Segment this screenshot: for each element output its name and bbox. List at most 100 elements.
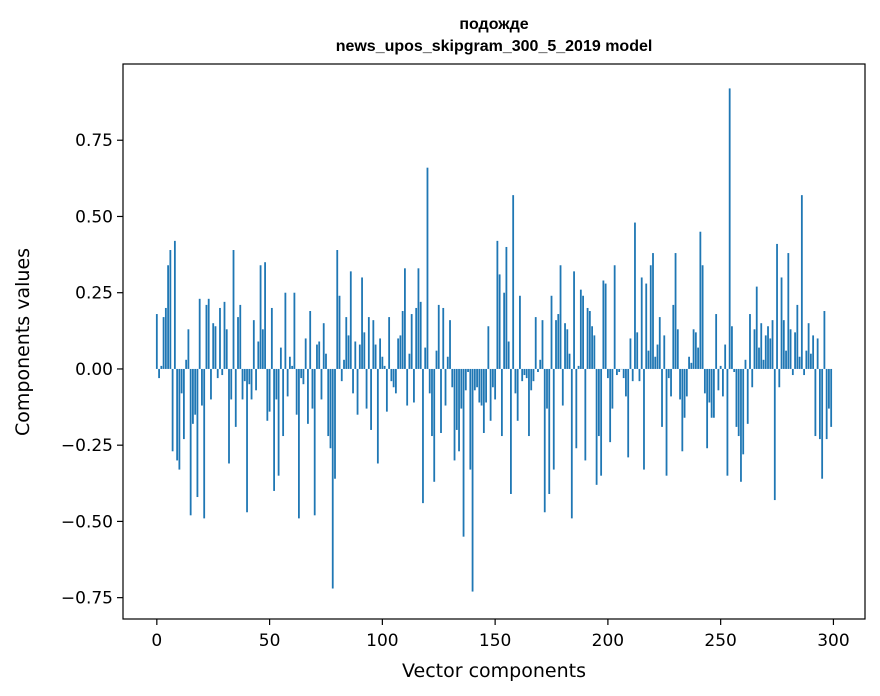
bar: [816, 338, 819, 369]
bar: [805, 350, 808, 369]
bar: [408, 353, 411, 369]
bar: [800, 195, 803, 369]
bar: [579, 289, 582, 369]
bar: [176, 368, 179, 461]
bar: [286, 368, 289, 397]
bar: [428, 368, 431, 394]
bar: [394, 368, 397, 394]
bar: [674, 253, 677, 369]
bar: [491, 368, 494, 388]
bar: [787, 253, 790, 369]
bar: [329, 368, 332, 449]
bar: [309, 311, 312, 369]
bar: [746, 368, 749, 424]
bar: [555, 320, 557, 369]
bar: [543, 368, 546, 513]
bar: [173, 240, 176, 369]
bar: [796, 304, 799, 369]
bar: [252, 320, 255, 369]
bar: [178, 368, 181, 470]
bar: [722, 368, 724, 397]
bar: [715, 314, 718, 369]
bar: [291, 365, 294, 369]
bar: [293, 292, 296, 369]
bar: [782, 320, 785, 369]
bar: [363, 332, 366, 369]
bar: [381, 356, 384, 369]
bar: [155, 314, 158, 369]
bar: [320, 368, 323, 400]
bar: [830, 368, 833, 427]
bar: [295, 368, 298, 415]
bar: [692, 329, 695, 369]
bar: [665, 368, 668, 476]
bar: [239, 304, 242, 369]
bar: [180, 368, 183, 394]
bar: [728, 88, 731, 369]
bar: [162, 317, 165, 369]
bar: [528, 368, 530, 437]
bar: [676, 329, 679, 369]
bar: [604, 283, 607, 369]
bar: [794, 332, 796, 369]
bar: [496, 240, 499, 369]
bar: [316, 344, 318, 369]
bar: [288, 356, 291, 369]
bar: [230, 368, 233, 400]
bar: [568, 353, 571, 369]
bar: [823, 311, 826, 369]
bar: [636, 332, 639, 369]
bar: [352, 368, 354, 394]
bar: [261, 329, 264, 369]
bar: [284, 292, 287, 369]
bar: [270, 307, 273, 369]
bar: [616, 368, 618, 376]
y-tick-label: 0.00: [75, 360, 113, 380]
bar: [814, 368, 817, 437]
bar: [167, 265, 169, 369]
bar: [182, 368, 185, 440]
bar: [699, 231, 702, 369]
bar: [482, 368, 485, 433]
bar: [573, 271, 575, 369]
bar: [300, 368, 303, 379]
bar: [356, 368, 359, 415]
bar: [243, 368, 246, 382]
bar: [331, 368, 334, 589]
bar: [390, 368, 393, 382]
bar: [510, 368, 512, 494]
bar: [392, 368, 395, 388]
bar: [546, 368, 548, 409]
bar: [259, 265, 262, 369]
bar: [446, 356, 449, 369]
bar: [755, 286, 758, 369]
bar: [778, 368, 781, 388]
bar: [207, 298, 210, 369]
bar: [237, 317, 239, 369]
bar: [232, 250, 235, 369]
bar: [503, 292, 506, 369]
bar: [426, 167, 429, 369]
bar: [198, 298, 201, 369]
bar: [311, 368, 314, 409]
bar: [302, 368, 305, 385]
bar: [658, 317, 661, 369]
bar: [212, 323, 215, 369]
x-tick-label: 0: [151, 631, 162, 651]
bar: [419, 301, 422, 369]
bar: [703, 368, 706, 394]
bar: [697, 347, 699, 369]
bar: [340, 368, 343, 382]
bar: [564, 323, 566, 369]
bar: [737, 368, 740, 437]
bar: [512, 195, 515, 369]
bar: [726, 368, 729, 476]
bar: [586, 307, 589, 369]
bar: [196, 368, 199, 498]
plot-frame: [122, 63, 866, 620]
bar: [516, 368, 519, 421]
bar: [210, 368, 212, 400]
bar: [552, 368, 555, 470]
bar: [460, 368, 463, 409]
